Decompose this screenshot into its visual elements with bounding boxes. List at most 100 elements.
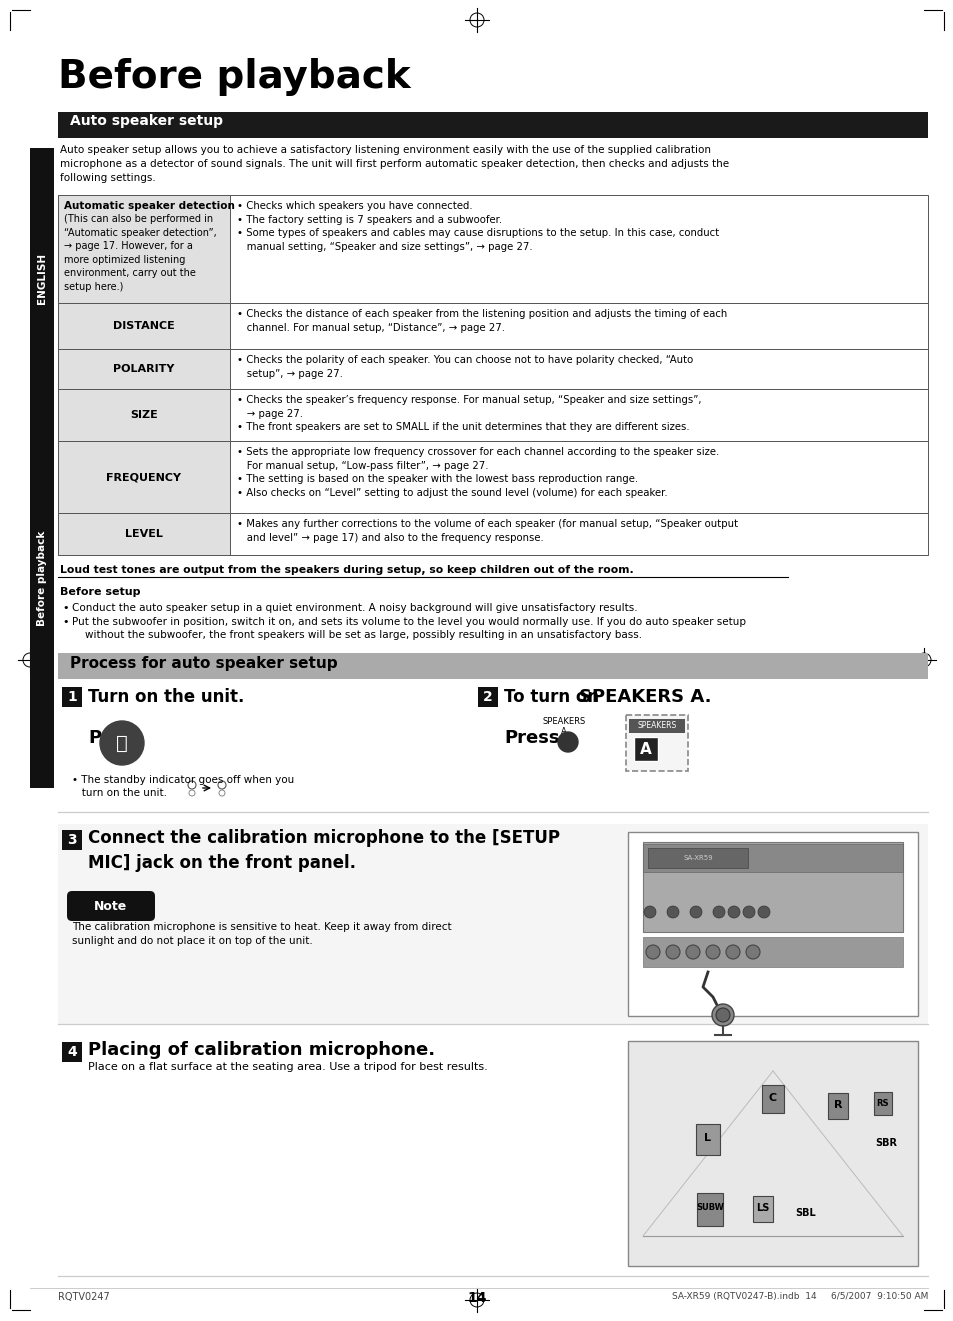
- Text: • Checks the polarity of each speaker. You can choose not to have polarity check: • Checks the polarity of each speaker. Y…: [236, 355, 693, 379]
- Text: SBL: SBL: [795, 1207, 816, 1218]
- Bar: [827, 1092, 847, 1119]
- Text: SIZE: SIZE: [130, 410, 157, 420]
- Text: 4: 4: [67, 1045, 77, 1059]
- Bar: [642, 841, 902, 933]
- Text: 1: 1: [67, 690, 77, 704]
- Text: SPEAKERS: SPEAKERS: [637, 721, 676, 731]
- Text: Put the subwoofer in position, switch it on, and sets its volume to the level yo: Put the subwoofer in position, switch it…: [71, 617, 745, 641]
- Circle shape: [725, 945, 740, 959]
- Text: Press: Press: [503, 729, 558, 746]
- Text: SPEAKERS A.: SPEAKERS A.: [578, 688, 711, 705]
- Text: A: A: [639, 741, 651, 757]
- Text: • The standby indicator goes off when you
   turn on the unit.: • The standby indicator goes off when yo…: [71, 775, 294, 798]
- Bar: [62, 830, 82, 849]
- Circle shape: [558, 732, 578, 752]
- Circle shape: [745, 945, 760, 959]
- Circle shape: [685, 945, 700, 959]
- Text: SA-XR59: SA-XR59: [682, 855, 712, 861]
- Bar: [642, 844, 902, 872]
- Bar: [58, 513, 230, 555]
- Bar: [58, 196, 927, 303]
- Bar: [58, 1036, 927, 1276]
- Circle shape: [712, 906, 724, 918]
- Text: SUBW: SUBW: [696, 1203, 723, 1213]
- Circle shape: [727, 906, 740, 918]
- Bar: [752, 1196, 772, 1222]
- Bar: [58, 441, 927, 513]
- Circle shape: [705, 945, 720, 959]
- Bar: [58, 824, 927, 1024]
- Text: Automatic speaker detection: Automatic speaker detection: [64, 201, 234, 211]
- Bar: [58, 388, 927, 441]
- Text: DISTANCE: DISTANCE: [113, 321, 174, 332]
- Circle shape: [643, 906, 656, 918]
- Bar: [58, 653, 927, 679]
- Text: •: •: [62, 617, 69, 627]
- Text: Auto speaker setup allows you to achieve a satisfactory listening environment ea: Auto speaker setup allows you to achieve…: [60, 145, 728, 184]
- Bar: [627, 832, 917, 1016]
- Text: • Checks the speaker’s frequency response. For manual setup, “Speaker and size s: • Checks the speaker’s frequency respons…: [236, 395, 700, 432]
- Circle shape: [689, 906, 701, 918]
- Bar: [625, 715, 687, 771]
- Text: LS: LS: [756, 1203, 769, 1213]
- Text: Connect the calibration microphone to the [SETUP
MIC] jack on the front panel.: Connect the calibration microphone to th…: [88, 830, 559, 872]
- Text: Turn on the unit.: Turn on the unit.: [88, 688, 244, 705]
- Bar: [58, 349, 230, 388]
- Bar: [58, 303, 230, 349]
- Text: • Checks the distance of each speaker from the listening position and adjusts th: • Checks the distance of each speaker fr…: [236, 309, 726, 333]
- Circle shape: [742, 906, 754, 918]
- Bar: [58, 349, 927, 388]
- Bar: [30, 148, 54, 789]
- Text: • Sets the appropriate low frequency crossover for each channel according to the: • Sets the appropriate low frequency cro…: [236, 446, 719, 498]
- Text: •: •: [62, 602, 69, 613]
- Text: ⏻: ⏻: [116, 733, 128, 753]
- Bar: [62, 1042, 82, 1062]
- Text: Place on a flat surface at the seating area. Use a tripod for best results.: Place on a flat surface at the seating a…: [88, 1062, 487, 1073]
- Circle shape: [716, 1008, 729, 1022]
- Text: RQTV0247: RQTV0247: [58, 1292, 110, 1303]
- Bar: [58, 513, 927, 555]
- Text: The calibration microphone is sensitive to heat. Keep it away from direct
sunlig: The calibration microphone is sensitive …: [71, 922, 451, 946]
- Text: Before playback: Before playback: [37, 530, 47, 626]
- Bar: [58, 112, 927, 137]
- Text: • Checks which speakers you have connected.
• The factory setting is 7 speakers : • Checks which speakers you have connect…: [236, 201, 719, 252]
- Text: Auto speaker setup: Auto speaker setup: [70, 114, 223, 128]
- Bar: [62, 687, 82, 707]
- Text: Note: Note: [94, 900, 128, 913]
- Bar: [761, 1085, 783, 1114]
- Text: Press: Press: [88, 729, 143, 746]
- Text: R: R: [833, 1100, 841, 1110]
- Bar: [58, 388, 230, 441]
- Text: FREQUENCY: FREQUENCY: [107, 472, 181, 482]
- Text: ENGLISH: ENGLISH: [37, 252, 47, 304]
- Bar: [873, 1092, 891, 1115]
- Text: (This can also be performed in
“Automatic speaker detection”,
→ page 17. However: (This can also be performed in “Automati…: [64, 214, 216, 292]
- Bar: [627, 1041, 917, 1266]
- Text: SA-XR59 (RQTV0247-B).indb  14     6/5/2007  9:10:50 AM: SA-XR59 (RQTV0247-B).indb 14 6/5/2007 9:…: [671, 1292, 927, 1301]
- Bar: [697, 1193, 722, 1226]
- Text: SPEAKERS: SPEAKERS: [542, 717, 585, 727]
- Text: Process for auto speaker setup: Process for auto speaker setup: [70, 657, 337, 671]
- Bar: [642, 937, 902, 967]
- Bar: [58, 196, 230, 303]
- Text: Before setup: Before setup: [60, 587, 140, 597]
- Text: 2: 2: [482, 690, 493, 704]
- Circle shape: [645, 945, 659, 959]
- Text: 14: 14: [467, 1291, 486, 1305]
- Bar: [696, 1124, 720, 1155]
- Circle shape: [711, 1004, 733, 1026]
- Circle shape: [666, 906, 679, 918]
- Text: Conduct the auto speaker setup in a quiet environment. A noisy background will g: Conduct the auto speaker setup in a quie…: [71, 602, 637, 613]
- Circle shape: [758, 906, 769, 918]
- Text: C: C: [768, 1092, 777, 1103]
- Text: L: L: [703, 1133, 711, 1143]
- Text: 3: 3: [67, 834, 77, 847]
- Text: POLARITY: POLARITY: [113, 365, 174, 374]
- Text: Loud test tones are output from the speakers during setup, so keep children out : Loud test tones are output from the spea…: [60, 565, 633, 575]
- Text: LEVEL: LEVEL: [125, 528, 163, 539]
- Text: Before playback: Before playback: [58, 58, 410, 96]
- Circle shape: [665, 945, 679, 959]
- Text: • Makes any further corrections to the volume of each speaker (for manual setup,: • Makes any further corrections to the v…: [236, 519, 738, 543]
- Circle shape: [100, 721, 144, 765]
- Bar: [647, 848, 747, 868]
